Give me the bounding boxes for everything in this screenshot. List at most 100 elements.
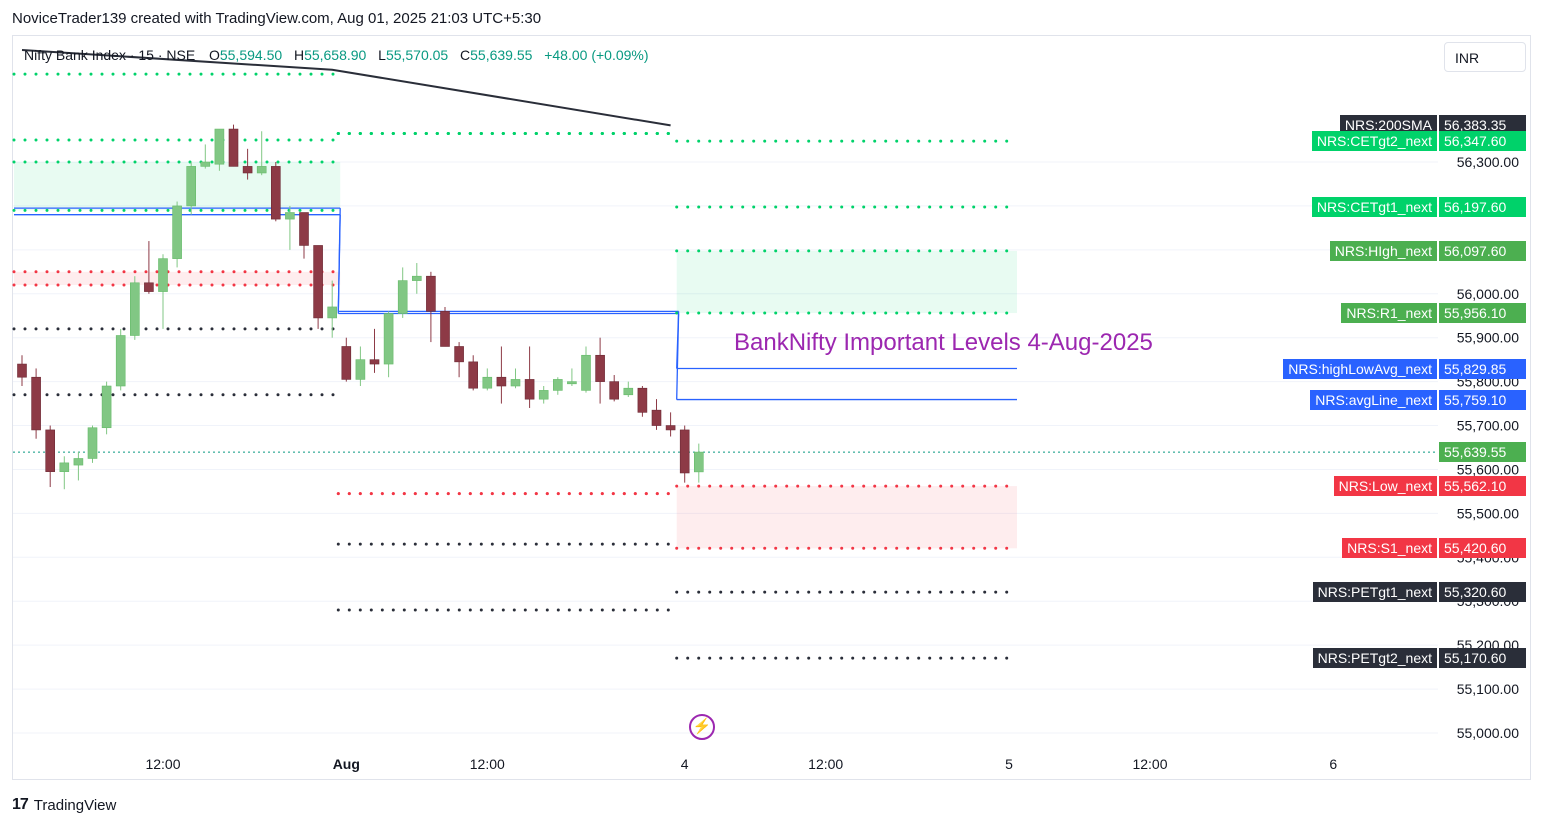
level-value-label: 56,347.60	[1439, 131, 1526, 151]
lightning-icon[interactable]: ⚡	[689, 714, 715, 740]
candle-body	[172, 205, 182, 259]
level-name-label: NRS:S1_next	[1342, 538, 1437, 558]
candle-body	[637, 387, 648, 413]
chart-annotation: BankNifty Important Levels 4-Aug-2025	[734, 329, 1153, 356]
candle-body	[567, 381, 577, 385]
legend-low-label: L	[378, 47, 386, 63]
x-tick-label: 12:00	[1132, 756, 1167, 772]
candle-body	[87, 427, 98, 459]
legend-close-value: 55,639.55	[470, 47, 533, 63]
x-tick-label: 12:00	[808, 756, 843, 772]
candle-body	[158, 258, 168, 292]
candle-body	[144, 282, 154, 292]
y-tick-label: 56,000.00	[1457, 286, 1519, 302]
level-value-label: 56,097.60	[1439, 241, 1526, 261]
candle-body	[524, 379, 535, 400]
level-name-label: NRS:PETgt2_next	[1312, 648, 1437, 668]
level-name-label: NRS:avgLine_next	[1310, 390, 1437, 410]
level-value-label: 55,170.60	[1439, 648, 1526, 668]
candle-body	[228, 128, 239, 167]
tradingview-brand-label: TradingView	[33, 796, 117, 814]
tradingview-logo-icon: 17	[12, 796, 29, 813]
y-tick-label: 55,000.00	[1457, 725, 1519, 741]
level-value-label: 55,420.60	[1439, 538, 1526, 558]
candle-body	[595, 354, 605, 382]
y-tick-label: 55,900.00	[1457, 330, 1519, 346]
candle-body	[355, 359, 366, 380]
chart-attribution: NoviceTrader139 created with TradingView…	[12, 10, 542, 27]
candle-body	[17, 363, 27, 378]
candle-body	[468, 361, 479, 389]
candle-body	[45, 429, 56, 472]
level-value-label: 55,320.60	[1439, 582, 1526, 602]
candle-body	[256, 166, 267, 174]
candle-body	[496, 376, 507, 387]
candle-body	[623, 387, 634, 396]
candle-body	[383, 313, 394, 365]
candle-body	[285, 212, 295, 220]
candle-body	[73, 458, 84, 466]
level-value-label: 56,197.60	[1439, 197, 1526, 217]
candle-body	[214, 128, 225, 165]
candle-body	[31, 376, 41, 431]
candle-body	[665, 425, 676, 431]
level-name-label: NRS:PETgt1_next	[1312, 582, 1437, 602]
x-tick-label: 12:00	[145, 756, 180, 772]
y-tick-label: 55,100.00	[1457, 681, 1519, 697]
candle-body	[651, 409, 662, 426]
sma-200-line	[21, 48, 671, 127]
x-tick-label: 12:00	[470, 756, 505, 772]
x-tick-label: 5	[1005, 756, 1013, 772]
level-value-label: 55,829.85	[1439, 359, 1526, 379]
candle-body	[101, 385, 112, 429]
level-name-label: NRS:CETgt1_next	[1311, 197, 1437, 217]
candle-body	[454, 346, 464, 363]
x-tick-label: 6	[1329, 756, 1337, 772]
legend-change: +48.00 (+0.09%)	[544, 47, 649, 63]
candle-body	[510, 379, 521, 387]
candle-body	[411, 275, 422, 281]
y-tick-label: 55,600.00	[1457, 461, 1519, 477]
candle-body	[397, 280, 408, 314]
legend-low-value: 55,570.05	[385, 47, 449, 63]
candle-body	[242, 166, 253, 174]
y-tick-label: 55,700.00	[1457, 418, 1519, 434]
tradingview-brand[interactable]: 17 TradingView	[12, 796, 116, 814]
level-value-label: 56,383.35	[1439, 115, 1526, 135]
candle-body	[693, 451, 704, 473]
candle-body	[130, 282, 140, 336]
x-tick-label: Aug	[333, 756, 360, 772]
candle-body	[609, 381, 620, 400]
candle-body	[270, 166, 281, 220]
legend-open-value: 55,594.50	[219, 47, 283, 63]
candle-body	[426, 275, 436, 312]
candle-body	[115, 335, 126, 387]
last-price-label: 55,639.55	[1439, 442, 1526, 462]
legend-high-label: H	[293, 47, 305, 63]
y-tick-label: 55,500.00	[1457, 505, 1519, 521]
candle-body	[327, 306, 338, 319]
y-tick-label: 56,300.00	[1457, 154, 1519, 170]
avg-connector	[676, 313, 680, 400]
level-name-label: NRS:highLowAvg_next	[1283, 359, 1437, 379]
candle-body	[369, 359, 380, 365]
support-zone	[676, 486, 1017, 549]
candle-body	[538, 390, 549, 400]
level-value-label: 55,562.10	[1439, 476, 1526, 496]
x-tick-label: 4	[681, 756, 689, 772]
candle-body	[299, 212, 309, 246]
currency-button[interactable]: INR	[1444, 42, 1526, 72]
avg-connector	[337, 214, 341, 314]
candle-body	[581, 354, 591, 391]
resistance-zone	[676, 250, 1017, 314]
candle-body	[679, 429, 690, 474]
candle-body	[186, 166, 196, 207]
level-name-label: NRS:HIgh_next	[1329, 241, 1437, 261]
candle-body	[552, 379, 563, 391]
candle-body	[341, 346, 352, 380]
chart-frame	[12, 35, 1531, 780]
legend-symbol: Nifty Bank Index · 15 · NSE	[24, 47, 196, 63]
support-zone	[14, 271, 341, 285]
candle-body	[200, 161, 211, 167]
